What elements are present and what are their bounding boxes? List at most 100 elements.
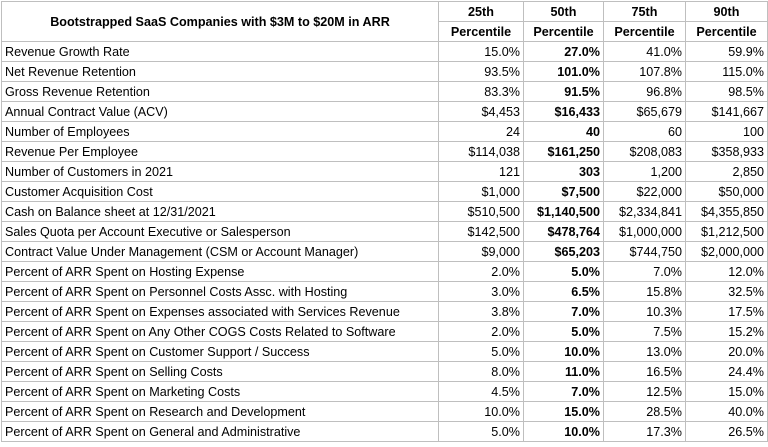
- value-75th-percentile: $1,000,000: [603, 221, 686, 242]
- value-90th-percentile: 115.0%: [685, 61, 768, 82]
- value-90th-percentile: $358,933: [685, 141, 768, 162]
- metric-label: Percent of ARR Spent on General and Admi…: [1, 421, 439, 442]
- value-90th-percentile: $141,667: [685, 101, 768, 122]
- value-90th-percentile: $1,212,500: [685, 221, 768, 242]
- table-row: Gross Revenue Retention 83.3% 91.5% 96.8% 98…: [1, 81, 768, 102]
- table-row: Percent of ARR Spent on Hosting Expense 2…: [1, 261, 768, 282]
- table-row: Percent of ARR Spent on Selling Costs 8.0…: [1, 361, 768, 382]
- table-row: Percent of ARR Spent on Marketing Costs 4…: [1, 381, 768, 402]
- value-25th-percentile: 5.0%: [438, 421, 524, 442]
- column-header-75th: 75th: [603, 1, 686, 22]
- table-row: Percent of ARR Spent on Any Other COGS C…: [1, 321, 768, 342]
- value-25th-percentile: 83.3%: [438, 81, 524, 102]
- table-row: Number of Employees 24 40 60 100: [1, 121, 768, 142]
- value-50th-percentile: 10.0%: [523, 341, 604, 362]
- value-90th-percentile: $2,000,000: [685, 241, 768, 262]
- value-25th-percentile: 3.8%: [438, 301, 524, 322]
- value-75th-percentile: 12.5%: [603, 381, 686, 402]
- value-50th-percentile: 7.0%: [523, 381, 604, 402]
- value-25th-percentile: $1,000: [438, 181, 524, 202]
- table-row: Customer Acquisition Cost $1,000 $7,500 $22…: [1, 181, 768, 202]
- value-75th-percentile: $22,000: [603, 181, 686, 202]
- value-25th-percentile: 93.5%: [438, 61, 524, 82]
- table-header: Bootstrapped SaaS Companies with $3M to …: [1, 1, 768, 42]
- value-75th-percentile: 28.5%: [603, 401, 686, 422]
- value-25th-percentile: 24: [438, 121, 524, 142]
- value-50th-percentile: $65,203: [523, 241, 604, 262]
- metric-label: Percent of ARR Spent on Research and Dev…: [1, 401, 439, 422]
- value-50th-percentile: $1,140,500: [523, 201, 604, 222]
- value-90th-percentile: 15.2%: [685, 321, 768, 342]
- value-50th-percentile: 101.0%: [523, 61, 604, 82]
- value-75th-percentile: 1,200: [603, 161, 686, 182]
- value-25th-percentile: $4,453: [438, 101, 524, 122]
- table-title: Bootstrapped SaaS Companies with $3M to …: [1, 1, 439, 42]
- value-90th-percentile: 40.0%: [685, 401, 768, 422]
- value-90th-percentile: 15.0%: [685, 381, 768, 402]
- value-25th-percentile: $9,000: [438, 241, 524, 262]
- value-90th-percentile: 2,850: [685, 161, 768, 182]
- value-25th-percentile: $510,500: [438, 201, 524, 222]
- value-75th-percentile: 7.0%: [603, 261, 686, 282]
- metric-label: Revenue Per Employee: [1, 141, 439, 162]
- column-subheader-25th: Percentile: [438, 21, 524, 42]
- table-row: Net Revenue Retention 93.5% 101.0% 107.8% 11…: [1, 61, 768, 82]
- metric-label: Annual Contract Value (ACV): [1, 101, 439, 122]
- value-50th-percentile: 91.5%: [523, 81, 604, 102]
- value-50th-percentile: $161,250: [523, 141, 604, 162]
- column-subheader-50th: Percentile: [523, 21, 604, 42]
- table-row: Percent of ARR Spent on Customer Support…: [1, 341, 768, 362]
- value-90th-percentile: 59.9%: [685, 41, 768, 62]
- value-75th-percentile: 7.5%: [603, 321, 686, 342]
- value-90th-percentile: $50,000: [685, 181, 768, 202]
- value-90th-percentile: 17.5%: [685, 301, 768, 322]
- table-row: Percent of ARR Spent on Research and Dev…: [1, 401, 768, 422]
- value-75th-percentile: 17.3%: [603, 421, 686, 442]
- value-50th-percentile: 40: [523, 121, 604, 142]
- value-75th-percentile: 96.8%: [603, 81, 686, 102]
- table-row: Number of Customers in 2021 121 303 1,200 2,…: [1, 161, 768, 182]
- value-90th-percentile: $4,355,850: [685, 201, 768, 222]
- table-row: Revenue Per Employee $114,038 $161,250 $208…: [1, 141, 768, 162]
- column-header-25th: 25th: [438, 1, 524, 22]
- value-50th-percentile: $16,433: [523, 101, 604, 122]
- value-75th-percentile: 107.8%: [603, 61, 686, 82]
- value-25th-percentile: 8.0%: [438, 361, 524, 382]
- value-25th-percentile: 4.5%: [438, 381, 524, 402]
- value-75th-percentile: $208,083: [603, 141, 686, 162]
- column-header-50th: 50th: [523, 1, 604, 22]
- value-50th-percentile: 5.0%: [523, 261, 604, 282]
- metric-label: Cash on Balance sheet at 12/31/2021: [1, 201, 439, 222]
- table-row: Percent of ARR Spent on Expenses associa…: [1, 301, 768, 322]
- value-75th-percentile: 15.8%: [603, 281, 686, 302]
- column-header-90th: 90th: [685, 1, 768, 22]
- value-90th-percentile: 26.5%: [685, 421, 768, 442]
- table-row: Annual Contract Value (ACV) $4,453 $16,433…: [1, 101, 768, 122]
- value-75th-percentile: 16.5%: [603, 361, 686, 382]
- value-25th-percentile: 5.0%: [438, 341, 524, 362]
- value-90th-percentile: 24.4%: [685, 361, 768, 382]
- value-25th-percentile: 10.0%: [438, 401, 524, 422]
- value-25th-percentile: 2.0%: [438, 261, 524, 282]
- value-50th-percentile: $7,500: [523, 181, 604, 202]
- table-body: Revenue Growth Rate 15.0% 27.0% 41.0% 59.9% N…: [1, 41, 768, 442]
- metric-label: Customer Acquisition Cost: [1, 181, 439, 202]
- value-90th-percentile: 20.0%: [685, 341, 768, 362]
- value-50th-percentile: 11.0%: [523, 361, 604, 382]
- value-75th-percentile: $65,679: [603, 101, 686, 122]
- metric-label: Percent of ARR Spent on Customer Support…: [1, 341, 439, 362]
- value-50th-percentile: 5.0%: [523, 321, 604, 342]
- metric-label: Net Revenue Retention: [1, 61, 439, 82]
- value-75th-percentile: $2,334,841: [603, 201, 686, 222]
- value-25th-percentile: 15.0%: [438, 41, 524, 62]
- metric-label: Percent of ARR Spent on Personnel Costs …: [1, 281, 439, 302]
- metric-label: Percent of ARR Spent on Any Other COGS C…: [1, 321, 439, 342]
- value-25th-percentile: 3.0%: [438, 281, 524, 302]
- metric-label: Revenue Growth Rate: [1, 41, 439, 62]
- column-subheader-90th: Percentile: [685, 21, 768, 42]
- table-row: Contract Value Under Management (CSM or …: [1, 241, 768, 262]
- value-25th-percentile: $114,038: [438, 141, 524, 162]
- metric-label: Percent of ARR Spent on Hosting Expense: [1, 261, 439, 282]
- value-90th-percentile: 32.5%: [685, 281, 768, 302]
